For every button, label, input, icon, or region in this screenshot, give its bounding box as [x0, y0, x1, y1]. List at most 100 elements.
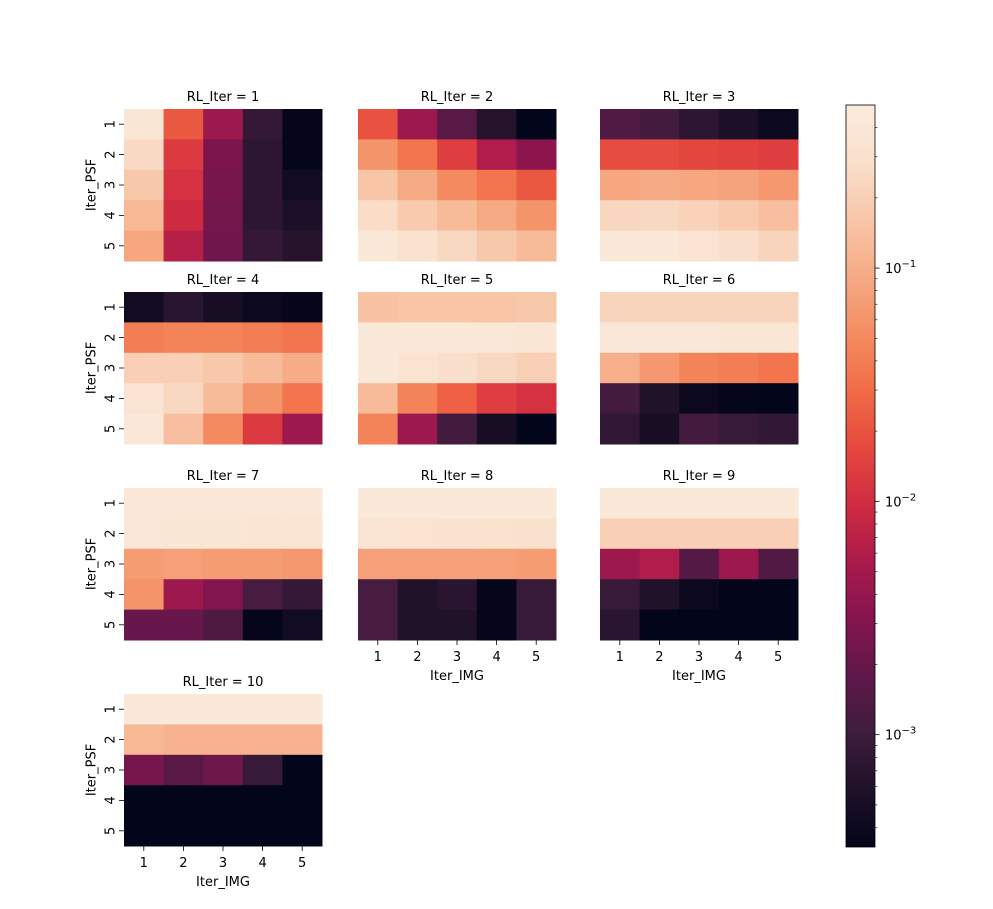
heatmap-cell [163, 292, 204, 323]
heatmap-cell [124, 383, 165, 415]
y-tick-label: 3 [104, 181, 119, 189]
x-axis-label: Iter_IMG [430, 669, 484, 684]
x-tick-label: 2 [179, 856, 187, 871]
colorbar-ticks: 10−3 10−2 10−1 [875, 127, 916, 828]
heatmap-cell [358, 518, 399, 550]
heatmap-cell [124, 548, 165, 580]
heatmap-cell [203, 609, 244, 641]
heatmap-cell [203, 322, 244, 354]
heatmap-cell [242, 322, 283, 354]
heatmap-cell [203, 754, 244, 786]
heatmap-cell [203, 548, 244, 580]
heatmap-panel-3: RL_Iter = 3 [600, 90, 799, 262]
heatmap-cell [242, 815, 283, 847]
heatmap-cell [203, 785, 244, 817]
heatmap-cell [758, 609, 799, 641]
heatmap-cell [679, 609, 720, 641]
heatmap-cell [758, 292, 799, 323]
heatmap-cell [437, 548, 478, 580]
panel-title: RL_Iter = 2 [421, 90, 493, 105]
heatmap-cell [639, 488, 680, 519]
heatmap-cell [639, 139, 680, 171]
heatmap-cell [476, 230, 517, 262]
heatmap-cell [203, 169, 244, 201]
heatmap-cell [282, 579, 323, 611]
heatmap-cell [679, 322, 720, 354]
heatmap-cell [718, 200, 759, 232]
heatmap-cell [679, 579, 720, 611]
heatmap-cell [242, 230, 283, 262]
x-tick-label: 4 [258, 856, 266, 871]
heatmap-cell [242, 754, 283, 786]
heatmap-cell [397, 383, 438, 415]
heatmap-cell [476, 139, 517, 171]
y-tick-label: 3 [104, 364, 119, 372]
x-tick-label: 1 [616, 650, 624, 665]
heatmap-cell [282, 413, 323, 445]
heatmap-cell [397, 518, 438, 550]
heatmap-cell [397, 292, 438, 323]
heatmap-cell [203, 352, 244, 384]
heatmap-cell [639, 383, 680, 415]
heatmap-cell [639, 109, 680, 140]
heatmap-cell [476, 169, 517, 201]
y-tick-label: 1 [104, 499, 119, 507]
x-axis-label: Iter_IMG [196, 875, 250, 890]
heatmap-cell [282, 230, 323, 262]
heatmap-cell [397, 579, 438, 611]
heatmap-cell [679, 230, 720, 262]
heatmap-cell [516, 200, 557, 232]
heatmap-cell [758, 230, 799, 262]
heatmap-cell [163, 579, 204, 611]
heatmap-cell [639, 609, 680, 641]
heatmap-panel-10: RL_Iter = 10 1 2 3 4 5 Iter_PSF 1 2 3 4 5 Iter_IMG [85, 675, 323, 890]
heatmap-cell [242, 609, 283, 641]
heatmap-cell [163, 694, 204, 725]
y-tick-label: 1 [104, 120, 119, 128]
heatmap-cell [124, 694, 165, 725]
heatmap-cell [476, 518, 517, 550]
heatmap-cell [639, 230, 680, 262]
heatmap-cell [124, 815, 165, 847]
heatmap-cell [600, 548, 641, 580]
panel-title: RL_Iter = 6 [663, 273, 735, 288]
heatmap-cell [242, 383, 283, 415]
heatmap-cell [758, 488, 799, 519]
heatmap-cell [639, 518, 680, 550]
heatmap-cell [437, 139, 478, 171]
heatmap-cell [516, 383, 557, 415]
y-axis-label: Iter_PSF [85, 538, 100, 590]
heatmap-cell [242, 292, 283, 323]
heatmap-cell [758, 352, 799, 384]
heatmap-cell [516, 609, 557, 641]
heatmap-cell [437, 109, 478, 140]
heatmap-cell [124, 609, 165, 641]
heatmap-cell [124, 109, 165, 140]
colorbar-tick-label: 10−1 [885, 259, 916, 277]
heatmap-cell [600, 383, 641, 415]
heatmap-cell [718, 352, 759, 384]
heatmap-cell [358, 292, 399, 323]
heatmap-cell [358, 383, 399, 415]
x-tick-label: 4 [734, 650, 742, 665]
heatmap-panel-6: RL_Iter = 6 [600, 273, 799, 445]
heatmap-cell [358, 139, 399, 171]
heatmap-cell [437, 383, 478, 415]
heatmap-panel-9: RL_Iter = 9 1 2 3 4 5 Iter_IMG [600, 469, 799, 684]
heatmap-cell [203, 200, 244, 232]
heatmap-cell [124, 518, 165, 550]
heatmap-cell [124, 230, 165, 262]
heatmap-cell [679, 383, 720, 415]
heatmap-cell [203, 518, 244, 550]
panel-title: RL_Iter = 8 [421, 469, 493, 484]
heatmap-cell [203, 413, 244, 445]
heatmap-cell [679, 488, 720, 519]
heatmap-cell [476, 548, 517, 580]
heatmap-cell [282, 694, 323, 725]
heatmap-cell [718, 383, 759, 415]
heatmap-cell [124, 292, 165, 323]
y-tick-label: 3 [104, 766, 119, 774]
heatmap-cell [282, 754, 323, 786]
heatmap-cell [203, 488, 244, 519]
